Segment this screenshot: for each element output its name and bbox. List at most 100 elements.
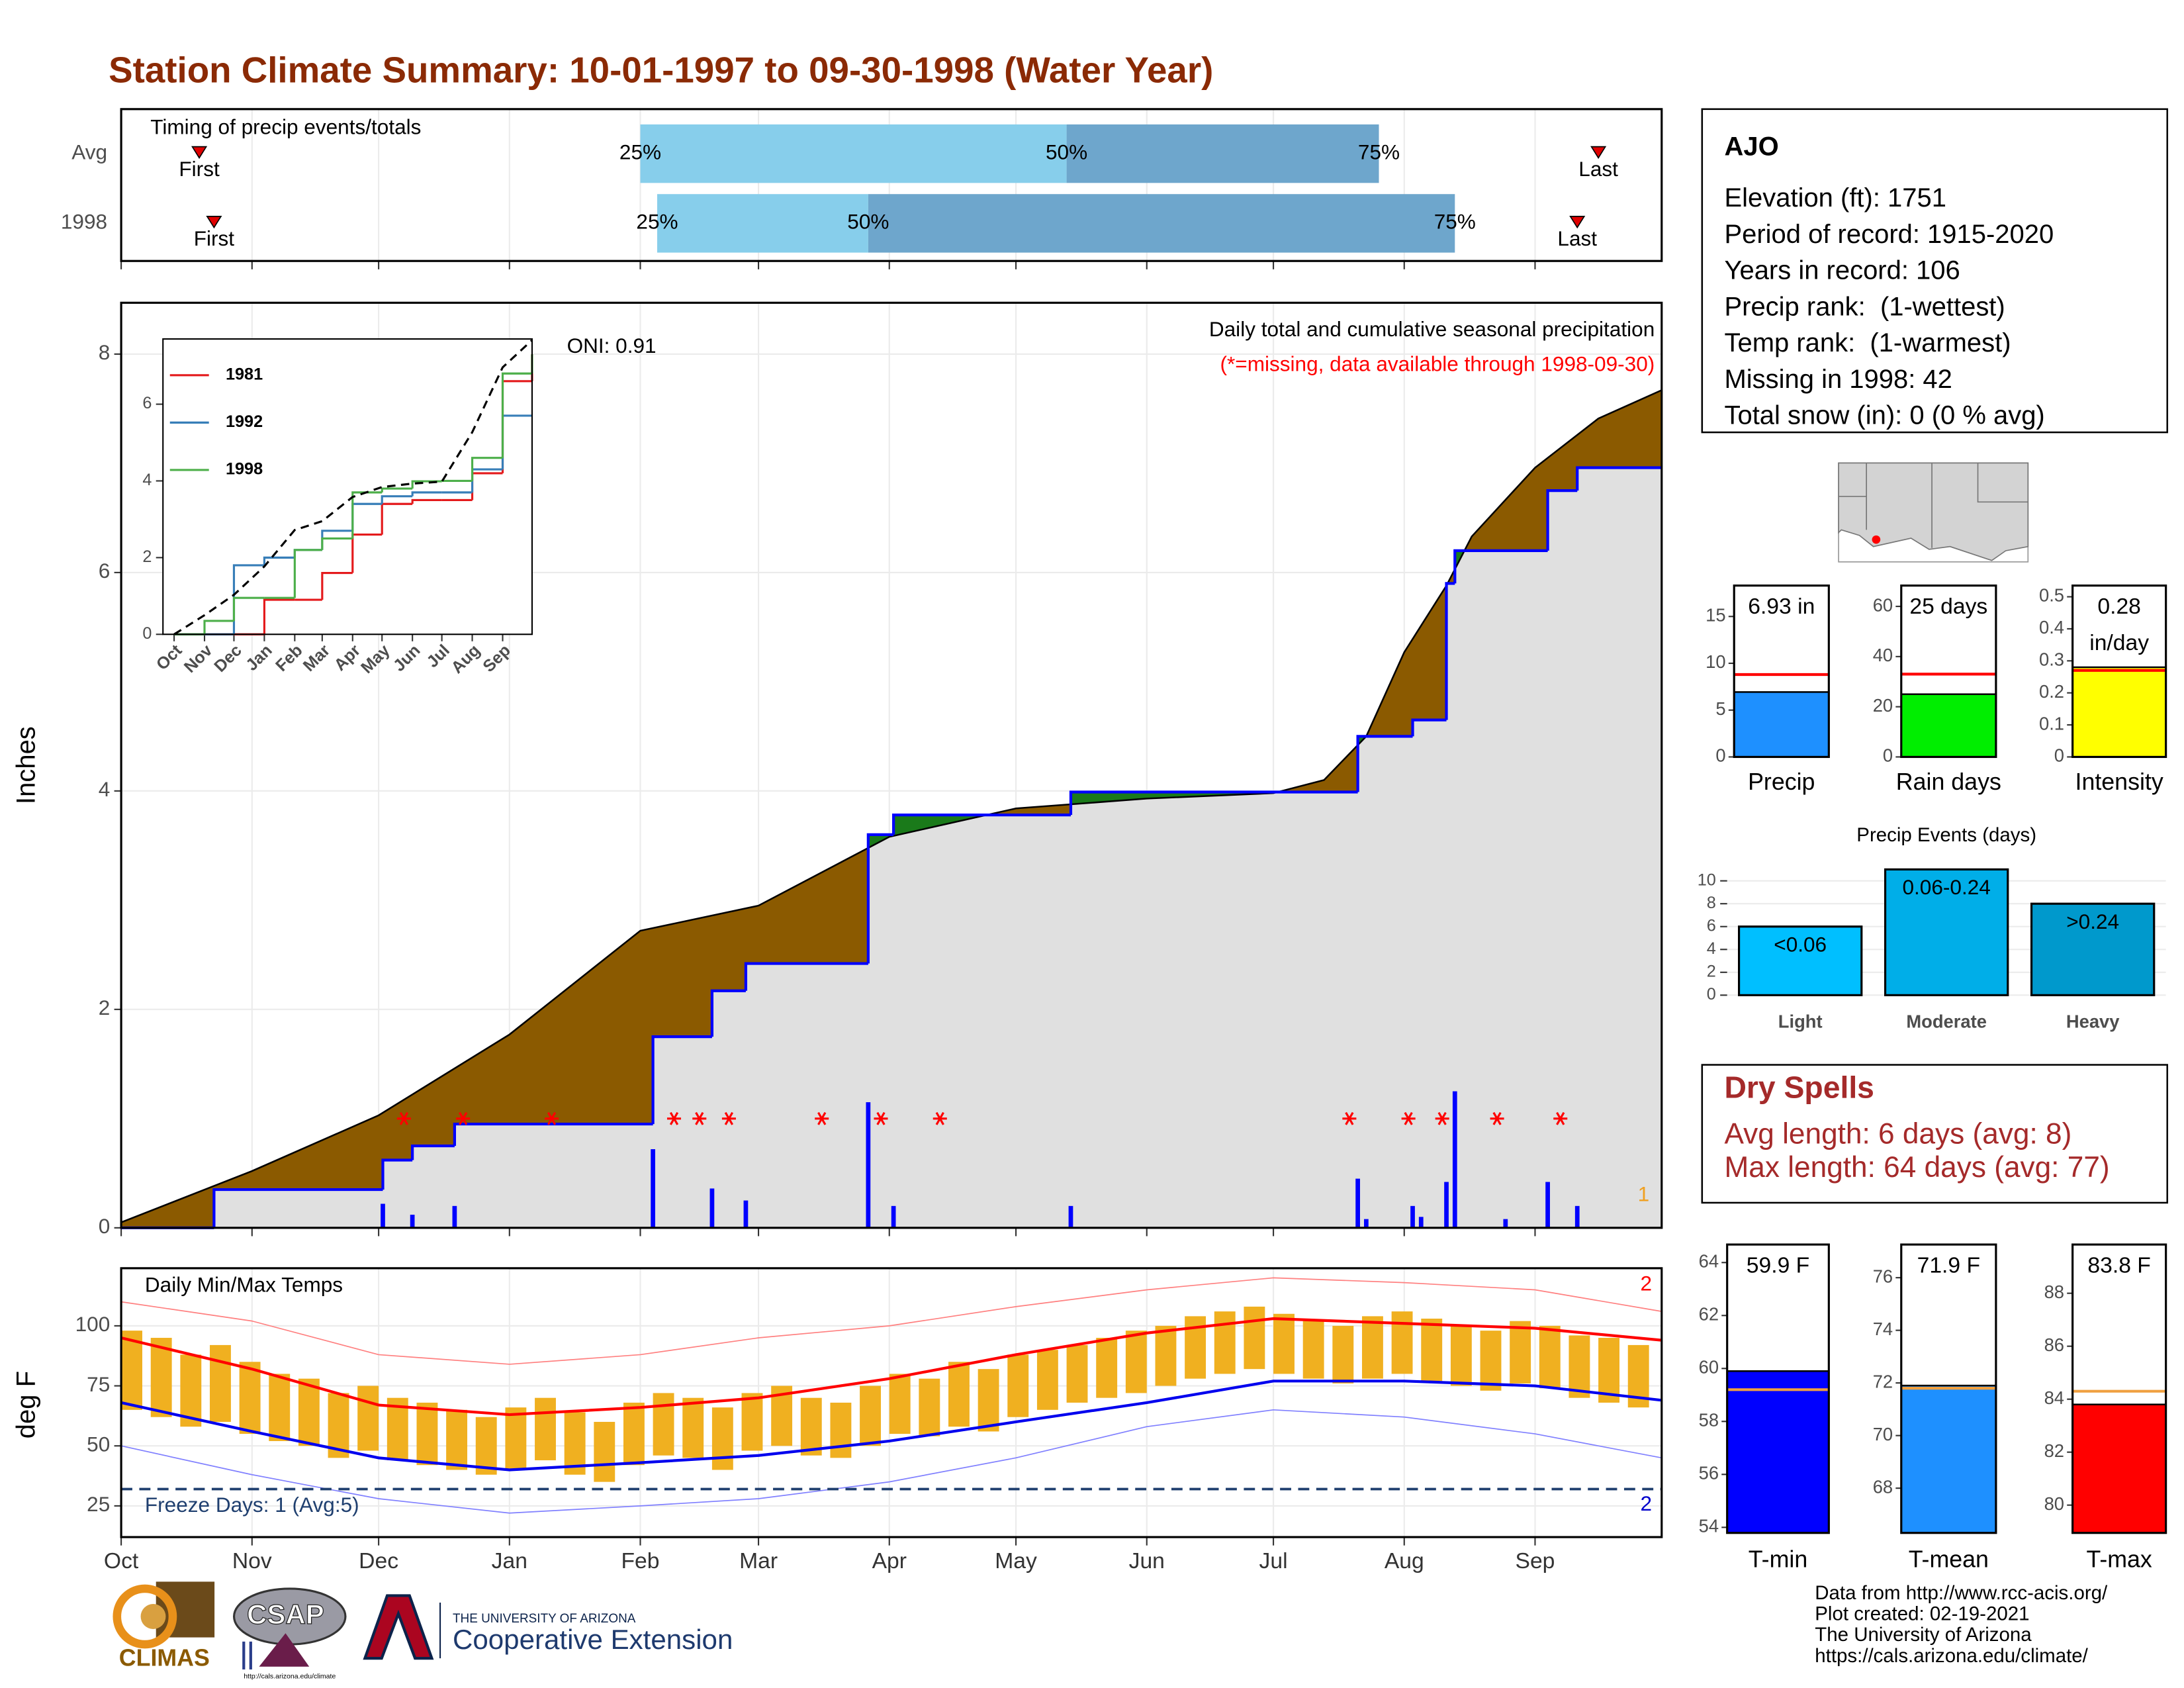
missing-marker: [933, 1111, 947, 1125]
bar-name: Precip: [1748, 769, 1815, 795]
y-tick-label: 0: [1715, 745, 1725, 766]
quantile-label: 50%: [1046, 140, 1087, 164]
row-label: 1998: [61, 210, 107, 234]
temp-range-bar: [1361, 1316, 1383, 1379]
bar-name: T-min: [1749, 1546, 1807, 1572]
daily-bar: [1444, 1182, 1449, 1228]
value-label: 83.8 F: [2087, 1254, 2150, 1278]
y-tick-label: 86: [2044, 1335, 2064, 1355]
y-tick-label: 4: [1707, 939, 1716, 958]
star-stroke: [695, 1111, 704, 1125]
temp-range-bar: [1125, 1331, 1147, 1393]
quantile-label: 50%: [847, 210, 889, 234]
event-marker: [191, 146, 208, 160]
panel-frame: [120, 301, 1663, 1229]
event-bar: [1738, 925, 1863, 996]
missing-marker: [1435, 1111, 1449, 1125]
y-tick-label: 56: [1699, 1463, 1719, 1483]
inset-series: [321, 571, 353, 600]
temp-range-bar: [1273, 1313, 1295, 1374]
dry-spells-line: Max length: 64 days (avg: 77): [1724, 1151, 2109, 1184]
station-line: Period of record: 1915-2020: [1724, 220, 2054, 249]
temp-range-bar: [594, 1421, 615, 1482]
daily-bar: [743, 1200, 749, 1228]
legend-label: 1992: [226, 412, 263, 431]
quantile-label: 25%: [619, 140, 661, 164]
y-tick-label: 0: [142, 624, 152, 643]
location-map: [1838, 462, 2029, 563]
panel-title: Daily total and cumulative seasonal prec…: [1209, 317, 1655, 341]
record-high-count: 2: [1640, 1271, 1652, 1295]
csap-logo: CSAP http://cals.arizona.edu/climate: [232, 1587, 347, 1680]
observed-step: [381, 1158, 413, 1190]
star-stroke: [1492, 1111, 1502, 1125]
climas-logo: CLIMAS: [113, 1581, 215, 1671]
station-line: Total snow (in): 0 (0 % avg): [1724, 401, 2044, 430]
observed-step: [411, 1144, 455, 1160]
page-title: Station Climate Summary: 10-01-1997 to 0…: [109, 50, 1213, 91]
temp-range-bar: [1510, 1321, 1531, 1383]
legend-label: 1981: [226, 365, 263, 383]
y-tick-label: 6: [1707, 916, 1716, 935]
y-tick-label: 54: [1699, 1516, 1719, 1536]
unit-label: in/day: [2089, 631, 2149, 655]
temp-range-bar: [1214, 1311, 1236, 1374]
avg-min-line: [120, 1380, 1662, 1472]
y-tick-label: 10: [1706, 651, 1725, 672]
temp-range-bar: [978, 1369, 999, 1432]
x-tick-label: Jun: [1129, 1549, 1165, 1573]
daily-bar: [452, 1205, 457, 1228]
missing-marker: [1553, 1111, 1568, 1125]
freeze-label: Freeze Days: 1 (Avg:5): [145, 1493, 359, 1517]
quantile-label: 25%: [636, 210, 678, 234]
daily-bar: [866, 1102, 871, 1228]
x-tick-label: Moderate: [1906, 1011, 1987, 1032]
summary-frame: [1900, 1243, 1997, 1534]
summary-bar: [1726, 1370, 1830, 1534]
temp-range-bar: [269, 1374, 291, 1441]
value-label: 0.28: [2097, 594, 2141, 619]
range-label: <0.06: [1774, 933, 1827, 957]
daily-bar: [1418, 1217, 1424, 1228]
y-tick-label: 60: [1873, 594, 1893, 615]
footer-line: The University of Arizona: [1815, 1624, 2032, 1646]
temp-range-bar: [475, 1417, 497, 1475]
event-marker: [1569, 216, 1586, 229]
panel-frame: [120, 108, 1663, 262]
temp-range-bar: [1450, 1325, 1472, 1386]
legend-label: 1998: [226, 460, 263, 479]
row-label: Avg: [71, 140, 107, 164]
daily-bar: [1068, 1205, 1073, 1228]
y-tick-label: 5: [1715, 698, 1725, 719]
summary-frame: [1726, 1243, 1830, 1534]
y-tick-label: 64: [1699, 1250, 1719, 1271]
daily-bar: [1452, 1091, 1457, 1228]
summary-frame: [2071, 1243, 2167, 1534]
inset-series: [411, 491, 442, 496]
dry-spells-box: [1701, 1064, 2169, 1204]
quantile-label: 75%: [1434, 210, 1476, 234]
daily-bar: [410, 1215, 415, 1228]
event-label: First: [179, 157, 220, 181]
y-tick-label: 2: [99, 996, 111, 1019]
quartile-bar: [657, 194, 868, 253]
inset-series: [411, 498, 442, 504]
inset-average: [173, 339, 533, 635]
temp-range-bar: [830, 1402, 852, 1458]
temp-range-bar: [1036, 1350, 1058, 1410]
ua-name: THE UNIVERSITY OF ARIZONA: [453, 1612, 636, 1626]
inset-series: [263, 556, 295, 565]
record-low-count: 2: [1640, 1491, 1652, 1515]
observed-step: [1069, 790, 1358, 816]
missing-marker: [396, 1111, 411, 1125]
temp-range-bar: [1066, 1344, 1088, 1403]
quartile-bar: [868, 194, 1455, 253]
inset-series: [501, 372, 532, 458]
temp-range-bar: [1539, 1325, 1561, 1389]
missing-marker: [1401, 1111, 1416, 1125]
x-tick-label: Nov: [232, 1549, 272, 1573]
bar-name: Rain days: [1896, 769, 2001, 795]
inset-series: [263, 598, 295, 635]
footer-line: Data from http://www.rcc-acis.org/: [1815, 1582, 2108, 1604]
